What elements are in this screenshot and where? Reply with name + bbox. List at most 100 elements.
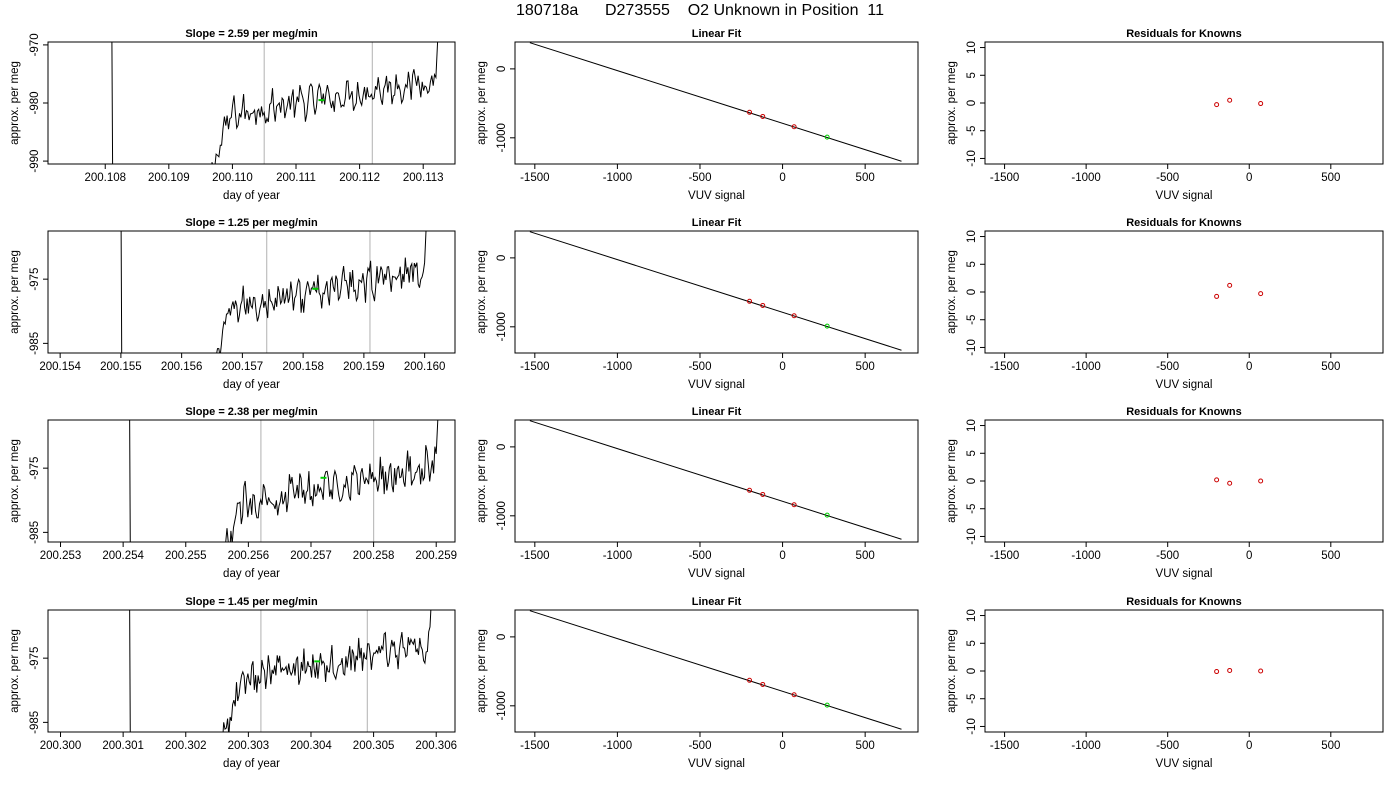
- x-tick-label: -1500: [990, 361, 1019, 373]
- panel-trace-1: Slope = 2.59 per meg/min 200.108 200.109 20…: [9, 28, 456, 202]
- y-axis-label: approx. per meg: [946, 250, 958, 334]
- fit-line: [529, 42, 902, 162]
- x-tick-label: -1500: [520, 550, 549, 562]
- plot-area: [529, 420, 902, 540]
- y-tick-label: 0: [966, 100, 978, 106]
- x-tick-label: -500: [1156, 172, 1179, 184]
- plot-frame: [984, 419, 1384, 543]
- x-tick-label: 200.158: [282, 361, 324, 373]
- y-axis-label: approx. per meg: [9, 250, 21, 334]
- plot-frame: [514, 609, 919, 733]
- x-tick-label: -500: [688, 172, 711, 184]
- plot-frame: [984, 230, 1384, 354]
- x-tick-label: 200.303: [228, 740, 270, 752]
- y-tick-label: 5: [966, 261, 978, 267]
- x-tick-label: -1500: [520, 361, 549, 373]
- y-tick-label: 0: [966, 668, 978, 674]
- x-axis-label: day of year: [223, 190, 280, 202]
- x-tick-label: 200.300: [40, 740, 82, 752]
- panel-residuals-2: Residuals for Knowns -1500 -1000 -500 0 500 VU…: [946, 217, 1384, 391]
- y-tick-label: 0: [966, 478, 978, 484]
- x-tick-label: -1000: [1071, 172, 1100, 184]
- x-tick-label: -1000: [1071, 740, 1100, 752]
- residual-point: [1227, 667, 1233, 673]
- panel-trace-3: Slope = 2.38 per meg/min 200.253 200.254 20…: [9, 406, 457, 580]
- x-tick-label: 200.154: [39, 361, 81, 373]
- plot-frame: [47, 41, 456, 165]
- y-axis-label: approx. per meg: [9, 61, 21, 145]
- x-tick-label: 0: [779, 740, 785, 752]
- x-tick-label: -500: [1156, 361, 1179, 373]
- plot-area: [529, 231, 902, 351]
- panel-title: Linear Fit: [692, 596, 742, 608]
- x-axis-label: VUV signal: [688, 568, 745, 580]
- y-tick-label: -975: [29, 647, 41, 670]
- panel-title: Slope = 2.38 per meg/min: [185, 406, 318, 418]
- y-tick-label: -1000: [496, 123, 508, 152]
- panel-title: Residuals for Knowns: [1126, 406, 1242, 418]
- plot-area: [529, 42, 902, 162]
- y-axis-label: approx. per meg: [946, 439, 958, 523]
- x-tick-label: 200.258: [353, 550, 395, 562]
- panel-title: Slope = 1.25 per meg/min: [185, 217, 318, 229]
- x-tick-label: 200.305: [353, 740, 395, 752]
- y-axis-label: approx. per meg: [9, 439, 21, 523]
- x-tick-label: 0: [1246, 740, 1252, 752]
- plot-area: [1214, 477, 1264, 486]
- residual-point: [1258, 668, 1264, 674]
- x-axis-label: VUV signal: [688, 758, 745, 770]
- residual-point: [1258, 478, 1264, 484]
- y-tick-label: -1000: [496, 312, 508, 341]
- y-tick-label: 10: [966, 41, 978, 54]
- unknown-point: [824, 512, 830, 518]
- x-tick-label: 0: [1246, 361, 1252, 373]
- y-tick-label: -975: [29, 457, 41, 480]
- panel-title: Residuals for Knowns: [1126, 28, 1242, 40]
- figure-title: 180718a D273555 O2 Unknown in Position 1…: [516, 2, 884, 19]
- y-tick-label: -5: [966, 126, 978, 136]
- x-axis-label: day of year: [223, 379, 280, 391]
- x-tick-label: -1500: [520, 172, 549, 184]
- x-tick-label: 0: [779, 550, 785, 562]
- panel-title: Residuals for Knowns: [1126, 596, 1242, 608]
- residual-point: [1214, 293, 1220, 299]
- plot-frame: [47, 419, 456, 543]
- x-tick-label: 200.302: [165, 740, 207, 752]
- y-tick-label: -980: [29, 91, 41, 114]
- x-tick-label: 200.113: [403, 172, 444, 184]
- x-tick-label: 200.110: [212, 172, 253, 184]
- y-tick-label: -10: [966, 528, 978, 545]
- residual-point: [1258, 291, 1264, 297]
- x-axis-label: day of year: [223, 568, 280, 580]
- x-tick-label: 500: [1321, 172, 1340, 184]
- y-axis-label: approx. per meg: [946, 61, 958, 145]
- x-tick-label: -1500: [990, 550, 1019, 562]
- panel-title: Slope = 2.59 per meg/min: [185, 28, 318, 40]
- y-tick-label: 10: [966, 419, 978, 432]
- x-tick-label: 200.160: [404, 361, 446, 373]
- plot-frame: [514, 41, 919, 165]
- x-tick-label: 500: [856, 361, 875, 373]
- y-tick-label: -10: [966, 150, 978, 167]
- x-tick-label: 200.256: [228, 550, 270, 562]
- x-tick-label: 500: [1321, 740, 1340, 752]
- y-tick-label: -975: [29, 268, 41, 291]
- y-axis-label: approx. per meg: [476, 629, 488, 713]
- y-tick-label: -970: [29, 33, 41, 56]
- residual-point: [1214, 102, 1220, 108]
- x-tick-label: 200.156: [161, 361, 203, 373]
- known-point: [760, 302, 766, 308]
- x-axis-label: VUV signal: [1156, 568, 1213, 580]
- plot-frame: [47, 230, 456, 354]
- x-tick-label: 500: [856, 172, 875, 184]
- y-tick-label: -5: [966, 694, 978, 704]
- trace-line: [129, 610, 432, 732]
- y-tick-label: -985: [29, 711, 41, 734]
- residual-point: [1227, 282, 1233, 288]
- known-point: [791, 124, 797, 130]
- residual-point: [1214, 669, 1220, 675]
- panel-fit-2: Linear Fit -1500 -1000 -500 0 500 VUV signal -1…: [476, 217, 919, 391]
- y-tick-label: -5: [966, 315, 978, 325]
- panel-title: Linear Fit: [692, 406, 742, 418]
- plot-area: [129, 610, 432, 732]
